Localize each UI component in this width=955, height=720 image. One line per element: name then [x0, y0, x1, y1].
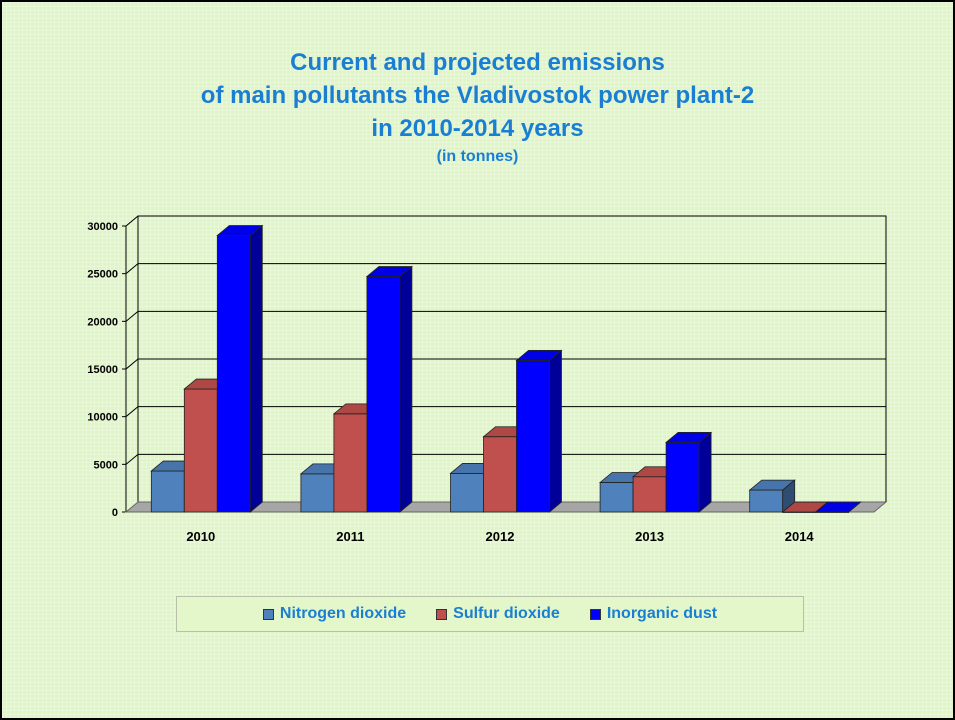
- x-tick-label: 2014: [785, 529, 815, 544]
- bar-side-inorganic-dust: [549, 349, 562, 513]
- legend-label: Sulfur dioxide: [453, 605, 560, 622]
- x-tick-label: 2012: [486, 529, 515, 544]
- legend-label: Nitrogen dioxide: [279, 605, 407, 622]
- legend-swatch-sulfur-dioxide: [436, 608, 448, 620]
- bar-side-inorganic-dust: [698, 431, 712, 513]
- bar-nitrogen-dioxide: [300, 473, 335, 513]
- x-tick-label: 2011: [336, 529, 364, 544]
- bar-side-inorganic-dust: [848, 501, 861, 513]
- bar-nitrogen-dioxide: [150, 470, 185, 513]
- x-tick-label: 2010: [186, 529, 215, 544]
- gridline-side: [125, 358, 139, 370]
- y-tick-label: 30000: [87, 221, 118, 233]
- y-tick-label: 25000: [87, 269, 118, 281]
- chart-legend: Nitrogen dioxide Sulfur dioxide Inorgani…: [176, 596, 804, 632]
- bar-sulfur-dioxide: [333, 413, 368, 513]
- bar-sulfur-dioxide: [183, 388, 218, 513]
- chart-subtitle: (in tonnes): [436, 148, 519, 165]
- y-tick-label: 0: [112, 507, 118, 519]
- title-line-1: Current and projected emissions: [290, 49, 665, 76]
- gridline-side: [125, 310, 139, 322]
- gridline-side: [125, 263, 139, 275]
- bar-sulfur-dioxide: [632, 476, 667, 513]
- bar-nitrogen-dioxide: [599, 482, 634, 513]
- title-line-3: in 2010-2014 years: [371, 115, 584, 142]
- y-tick-label: 5000: [94, 459, 118, 471]
- bar-side-inorganic-dust: [249, 224, 263, 513]
- y-tick-label: 15000: [87, 364, 118, 376]
- legend-swatch-nitrogen-dioxide: [262, 608, 274, 620]
- bar-side-inorganic-dust: [399, 265, 413, 513]
- legend-item-sulfur-dioxide: Sulfur dioxide: [436, 605, 560, 623]
- bar-inorganic-dust: [665, 442, 700, 513]
- legend-label: Inorganic dust: [606, 605, 718, 622]
- legend-item-nitrogen-dioxide: Nitrogen dioxide: [262, 605, 407, 623]
- legend-swatch-inorganic-dust: [589, 608, 601, 620]
- gridline-side: [125, 215, 139, 227]
- y-tick-label: 10000: [87, 412, 118, 424]
- gridline-side: [125, 406, 139, 418]
- bar-nitrogen-dioxide: [749, 489, 784, 513]
- y-tick-label: 20000: [87, 316, 118, 328]
- legend-item-inorganic-dust: Inorganic dust: [589, 605, 718, 623]
- chart-title: Current and projected emissions of main …: [0, 46, 955, 169]
- title-line-2: of main pollutants the Vladivostok power…: [200, 82, 755, 109]
- bar-nitrogen-dioxide: [450, 472, 484, 513]
- gridline-side: [125, 453, 139, 465]
- bar-inorganic-dust: [516, 360, 550, 513]
- bar-inorganic-dust: [366, 276, 401, 513]
- bar-sulfur-dioxide: [483, 436, 517, 513]
- x-tick-label: 2013: [635, 529, 664, 544]
- bar-inorganic-dust: [216, 235, 251, 513]
